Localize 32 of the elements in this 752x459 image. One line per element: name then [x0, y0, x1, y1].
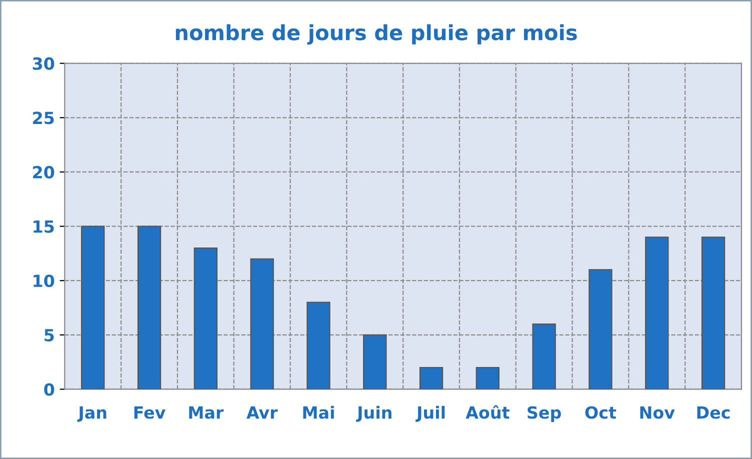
bar	[645, 236, 669, 390]
x-tick-label: Nov	[640, 406, 675, 419]
y-tick-label: 30	[32, 57, 54, 70]
x-tick-label: Sep	[528, 406, 561, 422]
bar	[137, 226, 162, 390]
bar	[419, 366, 444, 390]
chart-title: nombre de jours de pluie par mois	[176, 24, 577, 45]
x-tick-label: Dec	[697, 406, 730, 419]
x-tick-label: Jan	[77, 406, 106, 422]
bar	[532, 324, 556, 390]
bar	[194, 247, 218, 390]
x-tick-label: Août	[466, 405, 510, 419]
bar	[81, 226, 105, 390]
y-tick-label: 10	[34, 274, 54, 288]
y-tick-label: 0	[44, 383, 54, 396]
x-tick-label: Mar	[189, 406, 224, 419]
x-tick-label: Oct	[585, 406, 616, 419]
bar	[363, 334, 387, 390]
y-tick-label: 15	[34, 220, 54, 233]
bar	[250, 258, 274, 390]
y-tick-label: 25	[33, 112, 54, 124]
y-tick-label: 20	[33, 166, 54, 179]
bar	[588, 269, 612, 390]
x-tick-label: Mai	[303, 406, 334, 419]
x-tick-label: Juil	[416, 406, 445, 422]
bar	[306, 302, 330, 390]
bar	[476, 366, 500, 390]
x-tick-label: Fev	[134, 406, 166, 419]
x-tick-label: Juin	[356, 406, 392, 422]
x-tick-label: Avr	[246, 406, 278, 419]
y-tick-label: 5	[44, 329, 54, 342]
bar	[701, 236, 726, 390]
